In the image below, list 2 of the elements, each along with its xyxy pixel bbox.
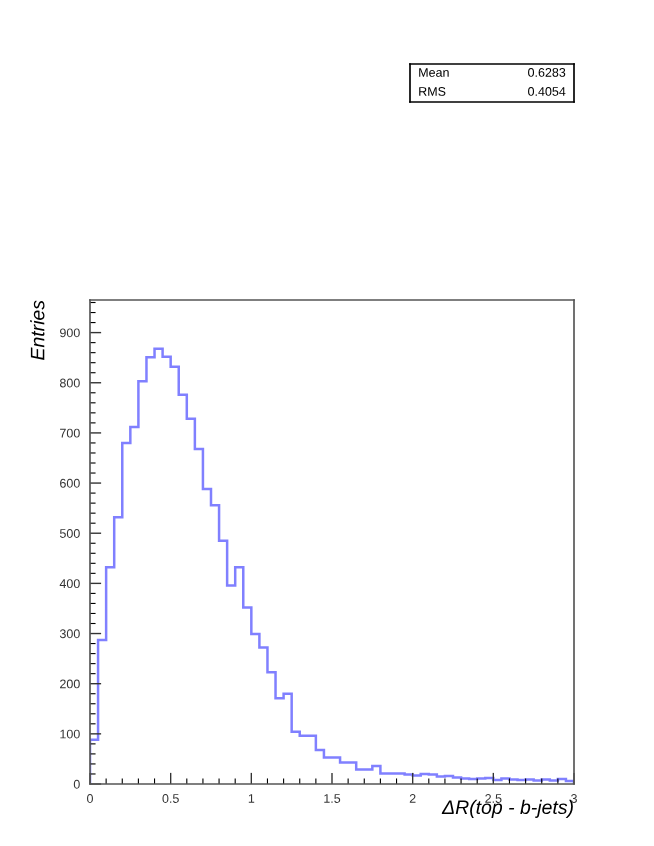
x-axis-title: ΔR(top - b-jets) (441, 799, 573, 818)
y-axis-title: Entries (30, 300, 45, 360)
